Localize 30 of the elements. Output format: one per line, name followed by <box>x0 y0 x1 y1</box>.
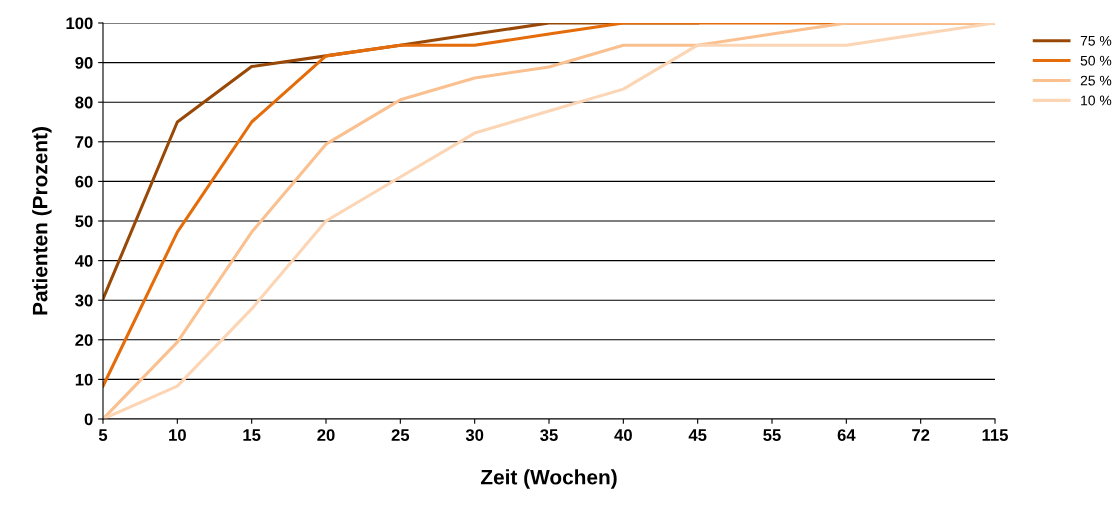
x-tick-label: 5 <box>98 429 108 441</box>
y-tick-label: 30 <box>75 294 93 307</box>
x-axis-title: Zeit (Wochen) <box>480 469 617 489</box>
x-tick-label: 115 <box>982 429 1008 441</box>
y-tick-label: 10 <box>75 373 93 386</box>
x-tick-label: 35 <box>540 429 558 441</box>
x-tick-label: 20 <box>317 429 335 441</box>
legend-label: 10 % <box>1081 95 1112 106</box>
y-tick-label: 100 <box>66 17 93 30</box>
y-tick-label: 80 <box>75 96 93 109</box>
x-tick-label: 40 <box>614 429 632 441</box>
y-tick-label: 90 <box>75 57 93 69</box>
legend-label: 50 % <box>1080 55 1112 66</box>
y-tick-label: 50 <box>75 215 93 228</box>
y-tick-label: 40 <box>74 255 93 267</box>
y-axis-title: Patienten (Prozent) <box>32 127 52 315</box>
x-tick-label: 64 <box>837 429 856 441</box>
legend-label: 75 % <box>1080 35 1112 46</box>
y-tick-label: 70 <box>75 136 93 148</box>
x-tick-label: 10 <box>169 429 186 441</box>
x-tick-label: 55 <box>763 429 781 441</box>
y-tick-label: 20 <box>75 334 93 346</box>
y-tick-label: 60 <box>75 175 93 188</box>
x-tick-label: 72 <box>912 429 930 441</box>
x-tick-label: 30 <box>465 429 484 441</box>
x-tick-label: 45 <box>688 429 707 441</box>
x-tick-label: 25 <box>391 429 410 441</box>
legend-label: 25 % <box>1080 75 1112 86</box>
x-tick-label: 15 <box>243 429 261 441</box>
y-tick-label: 0 <box>84 413 93 426</box>
